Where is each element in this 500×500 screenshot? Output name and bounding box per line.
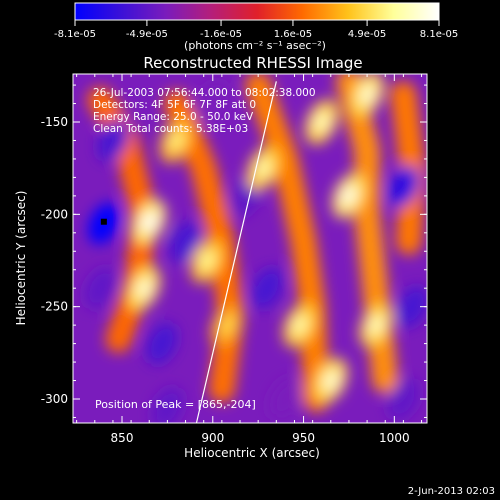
colorbar-unit: (photons cm⁻² s⁻¹ asec⁻²) [184,39,326,52]
annotation-line: 26-Jul-2003 07:56:44.000 to 08:02:38.000 [93,87,316,99]
heatmap-hot-core [199,250,216,271]
x-axis-label: Heliocentric X (arcsec) [184,446,320,460]
heatmap-cold-spot [387,165,420,208]
chart-title: Reconstructed RHESSI Image [143,54,362,72]
y-tick-label: -150 [41,115,68,129]
annotation-line: Detectors: 4F 5F 6F 7F 8F att 0 [93,99,256,111]
y-tick-label: -200 [41,207,68,221]
x-axis: 850 900 950 1000 [76,74,423,445]
colorbar-tick-labels: -8.1e-05 -4.9e-05 -1.6e-05 1.6e-05 4.9e-05 8.… [54,29,458,40]
colorbar-frame [74,2,440,21]
colorbar-tick-label: 8.1e-05 [420,29,458,40]
x-tick-label: 900 [201,431,224,445]
colorbar-tick-label: 4.9e-05 [348,29,386,40]
heatmap-cold-spot [84,267,116,309]
colorbar-ticks [74,20,440,26]
heatmap-hot-core [368,314,385,336]
heatmap-cold-spot [151,387,184,423]
plot-frame [72,73,428,424]
x-tick-label: 850 [111,431,134,445]
y-tick-label: -300 [41,392,68,406]
heatmap-hot-core [255,157,272,179]
x-tick-label: 950 [292,431,315,445]
heatmap-cold-spot [169,221,202,263]
markers [100,81,277,423]
heatmap-field [84,74,427,423]
colorbar-tick-label: -4.9e-05 [126,29,168,40]
y-tick-label: -250 [41,300,68,314]
heatmap-cold-spot [146,322,178,365]
colorbar: -8.1e-05 -4.9e-05 -1.6e-05 1.6e-05 4.9e-05 8.… [54,2,458,52]
y-axis: -300 -250 -200 -150 [41,84,427,418]
heatmap-hot-core [359,83,375,105]
plot-area [73,74,427,423]
heatmap-hot-core [141,211,158,233]
solar-limb-line [195,81,277,423]
heatmap-hot-core [292,314,308,336]
x-tick-label: 1000 [379,431,410,445]
peak-marker [100,218,107,225]
annotation-line: Clean Total counts: 5.38E+03 [93,123,248,135]
heatmap-hot-core [322,370,339,391]
heatmap-cold-spot [251,267,283,309]
heatmap-cold-spot [97,119,129,162]
colorbar-tick-label: 1.6e-05 [274,29,312,40]
heatmap-cold-spot [396,285,427,328]
annotation-line: Energy Range: 25.0 - 50.0 keV [93,111,254,123]
colorbar-tick-label: -8.1e-05 [54,29,96,40]
heatmap-ridge [245,74,330,412]
peak-position-label: Position of Peak = [865,-204] [95,398,256,411]
colorbar-gradient [75,3,439,20]
generation-timestamp: 2-Jun-2013 02:03 [408,486,495,497]
heatmap-hot-core [135,277,152,299]
heatmap-hot-core [313,111,330,133]
heatmap-hot-core [341,185,357,207]
colorbar-tick-label: -1.6e-05 [200,29,242,40]
y-axis-label: Heliocentric Y (arcsec) [14,191,28,326]
heatmap-cold-spot [387,378,420,420]
annotation-block: 26-Jul-2003 07:56:44.000 to 08:02:38.000… [93,87,316,135]
heatmap-hot-core [168,130,185,151]
heatmap-cold-spot [197,82,229,125]
heatmap-cold-spot [269,378,302,420]
heatmap-hot-core [219,314,236,336]
